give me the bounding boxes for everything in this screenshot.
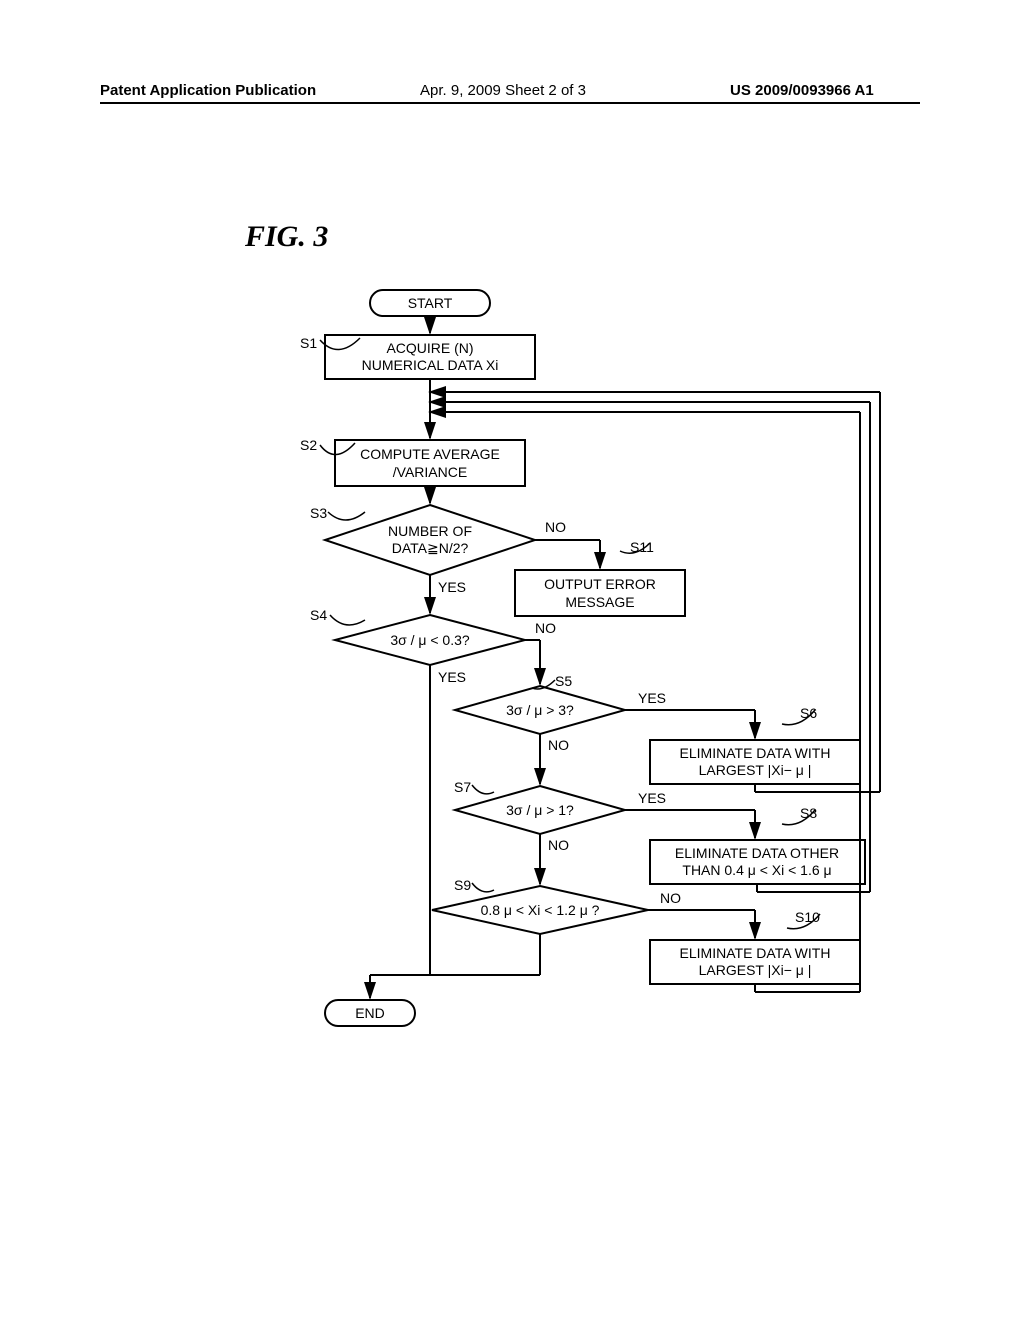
edge-s4-no: NO xyxy=(535,620,556,636)
edge-s4-yes: YES xyxy=(438,669,466,685)
node-s9: 0.8 μ < Xi < 1.2 μ ? xyxy=(432,886,648,934)
step-label-s3: S3 xyxy=(310,505,327,521)
edge-s3-yes: YES xyxy=(438,579,466,595)
svg-text:NUMBER OF: NUMBER OF xyxy=(388,523,472,539)
svg-text:ELIMINATE DATA WITH: ELIMINATE DATA WITH xyxy=(680,745,831,761)
edge-s7-no: NO xyxy=(548,837,569,853)
edge-s9-no: NO xyxy=(660,890,681,906)
step-label-s2: S2 xyxy=(300,437,317,453)
node-s3: NUMBER OF DATA≧N/2? xyxy=(325,505,535,575)
header-right: US 2009/0093966 A1 xyxy=(730,82,874,99)
step-label-s5: S5 xyxy=(555,673,572,689)
node-s8: ELIMINATE DATA OTHER THAN 0.4 μ < Xi < 1… xyxy=(650,840,865,884)
edge-s5-no: NO xyxy=(548,737,569,753)
node-end: END xyxy=(325,1000,415,1026)
edge-s7-yes: YES xyxy=(638,790,666,806)
node-start: START xyxy=(370,290,490,316)
svg-text:OUTPUT ERROR: OUTPUT ERROR xyxy=(544,576,656,592)
step-label-s4: S4 xyxy=(310,607,327,623)
svg-text:COMPUTE AVERAGE: COMPUTE AVERAGE xyxy=(360,446,500,462)
svg-text:3σ / μ < 0.3?: 3σ / μ < 0.3? xyxy=(390,632,470,648)
svg-text:ELIMINATE DATA OTHER: ELIMINATE DATA OTHER xyxy=(675,845,839,861)
svg-text:3σ / μ > 3?: 3σ / μ > 3? xyxy=(506,702,574,718)
svg-text:NUMERICAL DATA Xi: NUMERICAL DATA Xi xyxy=(362,357,499,373)
header-divider xyxy=(100,102,920,104)
svg-text:3σ / μ > 1?: 3σ / μ > 1? xyxy=(506,802,574,818)
header-center: Apr. 9, 2009 Sheet 2 of 3 xyxy=(420,82,586,99)
svg-text:DATA≧N/2?: DATA≧N/2? xyxy=(392,540,469,556)
step-label-s1: S1 xyxy=(300,335,317,351)
svg-text:START: START xyxy=(408,295,453,311)
header-left: Patent Application Publication xyxy=(100,82,316,99)
node-s5: 3σ / μ > 3? xyxy=(455,686,625,734)
svg-text:ELIMINATE DATA WITH: ELIMINATE DATA WITH xyxy=(680,945,831,961)
svg-text:LARGEST |Xi− μ |: LARGEST |Xi− μ | xyxy=(699,762,812,778)
svg-text:0.8 μ < Xi < 1.2 μ ?: 0.8 μ < Xi < 1.2 μ ? xyxy=(481,902,600,918)
svg-text:/VARIANCE: /VARIANCE xyxy=(393,464,467,480)
svg-text:MESSAGE: MESSAGE xyxy=(565,594,634,610)
figure-title: FIG. 3 xyxy=(245,220,328,254)
step-label-s9: S9 xyxy=(454,877,471,893)
node-s2: COMPUTE AVERAGE /VARIANCE xyxy=(335,440,525,486)
node-s6: ELIMINATE DATA WITH LARGEST |Xi− μ | xyxy=(650,740,860,784)
step-label-s7: S7 xyxy=(454,779,471,795)
node-s11: OUTPUT ERROR MESSAGE xyxy=(515,570,685,616)
flowchart-diagram: START ACQUIRE (N) NUMERICAL DATA Xi S1 C… xyxy=(160,280,860,1080)
edge-s3-no: NO xyxy=(545,519,566,535)
svg-text:END: END xyxy=(355,1005,385,1021)
step-label-s8: S8 xyxy=(800,805,817,821)
node-s4: 3σ / μ < 0.3? xyxy=(335,615,525,665)
node-s10: ELIMINATE DATA WITH LARGEST |Xi− μ | xyxy=(650,940,860,984)
svg-text:LARGEST |Xi− μ |: LARGEST |Xi− μ | xyxy=(699,962,812,978)
svg-text:ACQUIRE (N): ACQUIRE (N) xyxy=(386,340,473,356)
svg-text:THAN 0.4 μ < Xi < 1.6 μ: THAN 0.4 μ < Xi < 1.6 μ xyxy=(682,862,831,878)
step-label-s6: S6 xyxy=(800,705,817,721)
edge-s5-yes: YES xyxy=(638,690,666,706)
